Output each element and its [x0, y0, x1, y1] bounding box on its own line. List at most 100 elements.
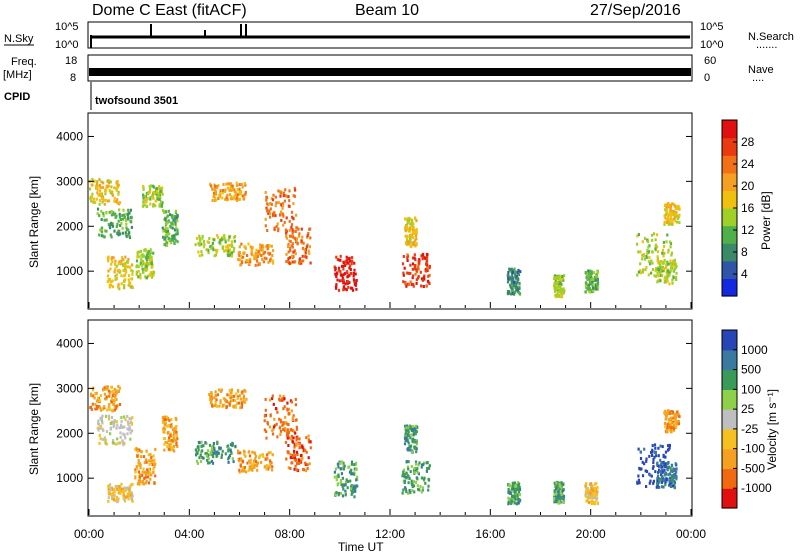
- power-cell: [146, 204, 149, 208]
- power-cell: [124, 231, 127, 235]
- power-cell: [265, 257, 268, 261]
- velocity-cell: [424, 481, 427, 485]
- power-cell: [404, 227, 407, 231]
- power-cell: [669, 218, 672, 222]
- power-cell: [122, 258, 125, 262]
- power-cell: [145, 276, 148, 280]
- velocity-cell: [118, 403, 122, 406]
- power-cell: [149, 197, 152, 201]
- velocity-cell: [175, 418, 178, 422]
- power-cell: [169, 213, 172, 217]
- velocity-cell: [99, 424, 102, 428]
- velocity-cell: [126, 420, 129, 424]
- power-cell: [114, 262, 117, 266]
- power-cell: [224, 197, 227, 201]
- power-cell: [244, 260, 247, 264]
- power-cell: [102, 234, 105, 238]
- velocity-cell: [138, 473, 142, 477]
- velocity-cell: [150, 461, 153, 465]
- power-cell: [674, 266, 677, 270]
- power-cell: [98, 214, 101, 218]
- power-cell: [198, 234, 201, 238]
- power-cell: [139, 276, 142, 280]
- velocity-cell: [289, 428, 292, 432]
- power-cell: [352, 278, 355, 282]
- power-cell: [221, 191, 224, 195]
- velocity-cell: [269, 459, 272, 463]
- velocity-cell: [555, 484, 558, 488]
- velocity-cell: [304, 461, 307, 465]
- power-cell: [104, 198, 107, 202]
- power-cell: [209, 182, 212, 186]
- power-cell: [588, 287, 592, 291]
- power-cell: [150, 258, 154, 262]
- velocity-cell: [341, 476, 344, 480]
- power-cell: [338, 266, 341, 270]
- power-cell: [515, 274, 518, 278]
- power-cell: [637, 250, 640, 254]
- velocity-cell: [251, 450, 254, 454]
- power-cell: [101, 186, 104, 189]
- velocity-cell: [664, 483, 667, 487]
- power-cell: [342, 280, 346, 284]
- power-cell: [222, 188, 225, 192]
- power-cell: [269, 215, 272, 219]
- power-cell: [670, 216, 673, 220]
- power-cell: [653, 274, 656, 278]
- velocity-cell: [263, 428, 266, 432]
- power-cell: [142, 193, 145, 197]
- power-cell: [226, 186, 230, 190]
- power-cell: [137, 265, 140, 269]
- power-cell: [406, 219, 410, 222]
- velocity-cell: [105, 395, 108, 399]
- power-cell: [288, 189, 291, 193]
- power-cell: [556, 292, 559, 296]
- power-cell: [214, 248, 217, 252]
- power-cell: [412, 232, 415, 236]
- power-cell: [283, 220, 286, 224]
- power-cell: [516, 272, 520, 276]
- power-cell: [586, 272, 589, 276]
- velocity-cell: [140, 450, 143, 454]
- time-xtick-label: 00:00: [676, 527, 706, 541]
- power-cell: [666, 272, 669, 276]
- velocity-cell: [123, 497, 126, 501]
- velocity-cell: [241, 459, 245, 463]
- velocity-cell: [224, 452, 227, 456]
- velocity-cell: [591, 492, 595, 496]
- power-cell: [666, 220, 669, 224]
- power-cell: [410, 219, 414, 223]
- velocity-cell: [113, 490, 116, 494]
- velocity-cell: [554, 498, 557, 502]
- power-cell: [428, 273, 431, 277]
- velocity-cell: [209, 451, 212, 454]
- power-cell: [413, 253, 416, 257]
- power-cell: [349, 259, 352, 263]
- velocity-cell: [674, 417, 677, 421]
- power-cell: [149, 273, 152, 277]
- power-cell: [349, 286, 353, 290]
- power-cell: [293, 194, 296, 198]
- power-cell: [350, 262, 353, 266]
- power-cell: [144, 196, 147, 200]
- power-cell: [336, 278, 339, 282]
- power-cell: [217, 184, 220, 188]
- velocity-cell: [413, 471, 416, 474]
- velocity-cell: [405, 460, 408, 464]
- power-cell: [106, 256, 109, 260]
- velocity-cell: [119, 441, 122, 445]
- power-cell: [200, 250, 203, 254]
- power-cell: [587, 283, 590, 287]
- power-cell: [596, 282, 600, 286]
- power-cell: [409, 237, 412, 241]
- velocity-cell: [426, 466, 429, 470]
- velocity-cluster-1: [96, 414, 134, 447]
- power-cell: [514, 290, 517, 294]
- power-cell: [127, 257, 130, 261]
- power-cell: [255, 248, 258, 252]
- power-cell: [140, 257, 143, 261]
- power-cell: [669, 222, 672, 226]
- power-cell: [228, 251, 231, 255]
- velocity-cell: [137, 459, 140, 462]
